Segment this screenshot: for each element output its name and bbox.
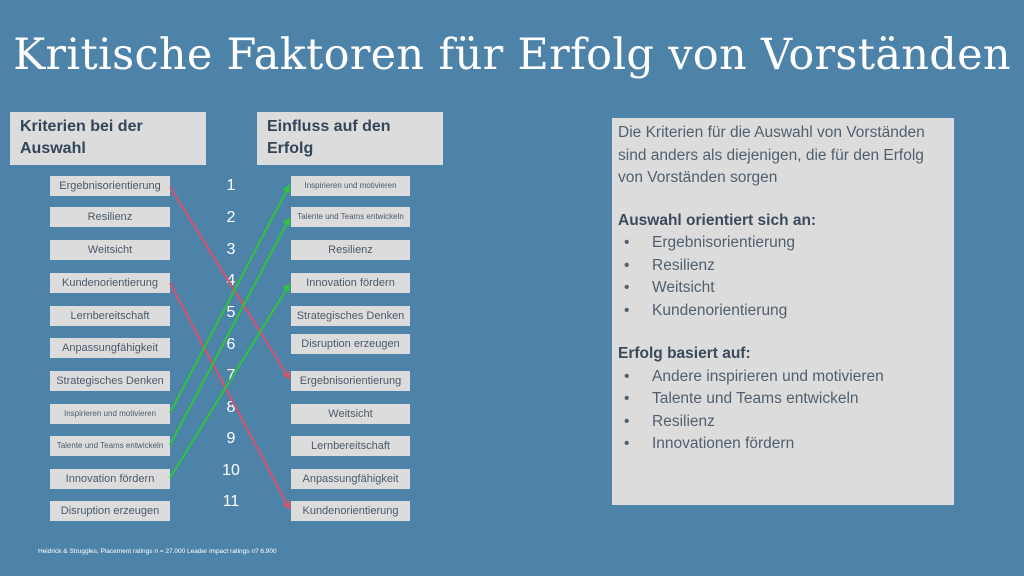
left-item-10: Innovation fördern — [50, 469, 170, 489]
left-item-11: Disruption erzeugen — [50, 501, 170, 521]
bullet: • — [624, 367, 630, 385]
row-number: 11 — [222, 493, 240, 510]
panel-heading-selection: Auswahl orientiert sich an: — [618, 211, 817, 229]
row-number: 6 — [226, 336, 236, 353]
right-item-5: Strategisches Denken — [291, 306, 410, 326]
bullet: • — [624, 256, 630, 274]
right-item-10: Anpassungfähigkeit — [291, 469, 410, 489]
left-item-8: Inspirieren und motivieren — [50, 404, 170, 424]
row-number: 1 — [226, 177, 236, 194]
row-number: 2 — [226, 209, 236, 226]
right-item-2: Talente und Teams entwickeln — [291, 207, 410, 227]
right-item-1: Inspirieren und motivieren — [291, 176, 410, 196]
bullet: • — [624, 279, 630, 296]
right-item-11: Kundenorientierung — [291, 501, 410, 521]
success-list: • Andere inspirieren und motivieren • Tale… — [618, 366, 948, 456]
row-number: 8 — [226, 399, 236, 416]
right-item-8: Weitsicht — [291, 404, 410, 424]
list-item: • Ergebnisorientierung — [618, 232, 948, 255]
bullet: • — [624, 301, 630, 319]
left-item-4: Kundenorientierung — [50, 273, 170, 293]
bullet: • — [624, 390, 630, 407]
right-item-7: Ergebnisorientierung — [291, 371, 410, 391]
list-item: • Kundenorientierung — [618, 300, 948, 323]
row-number: 3 — [226, 241, 236, 258]
source-footnote: Heidrick & Struggles, Placement ratings … — [38, 548, 277, 555]
row-number: 9 — [226, 430, 236, 447]
right-item-4: Innovation fördern — [291, 273, 410, 293]
slide-title: Kritische Faktoren für Erfolg von Vorstä… — [13, 30, 1011, 80]
left-item-3: Weitsicht — [50, 240, 170, 260]
right-item-6: Disruption erzeugen — [291, 334, 410, 354]
panel-heading-success: Erfolg basiert auf: — [618, 345, 751, 362]
panel-intro: Die Kriterien für die Auswahl von Vorstä… — [618, 124, 925, 186]
list-item: • Weitsicht — [618, 277, 948, 300]
right-header: Einfluss auf den Erfolg — [257, 112, 443, 165]
left-item-7: Strategisches Denken — [50, 371, 170, 391]
left-item-1: Ergebnisorientierung — [50, 176, 170, 196]
list-item: • Talente und Teams entwickeln — [618, 388, 948, 411]
left-header: Kriterien bei der Auswahl — [10, 112, 206, 165]
row-number: 5 — [226, 304, 236, 321]
right-item-3: Resilienz — [291, 240, 410, 260]
list-item: • Resilienz — [618, 411, 948, 434]
left-item-6: Anpassungfähigkeit — [50, 338, 170, 358]
right-item-9: Lernbereitschaft — [291, 436, 410, 456]
list-item: • Andere inspirieren und motivieren — [618, 366, 948, 389]
list-item: • Resilienz — [618, 255, 948, 278]
left-item-9: Talente und Teams entwickeln — [50, 436, 170, 456]
bullet: • — [624, 234, 630, 251]
row-number: 10 — [222, 462, 240, 479]
bullet: • — [624, 435, 630, 452]
selection-list: • Ergebnisorientierung • Resilienz • Weitsi… — [618, 232, 948, 322]
row-number: 4 — [226, 272, 236, 289]
list-item: • Innovationen fördern — [618, 433, 948, 456]
row-number: 7 — [226, 367, 236, 384]
summary-panel: Die Kriterien für die Auswahl von Vorstä… — [612, 118, 954, 505]
left-item-2: Resilienz — [50, 207, 170, 227]
bullet: • — [624, 412, 630, 430]
left-item-5: Lernbereitschaft — [50, 306, 170, 326]
